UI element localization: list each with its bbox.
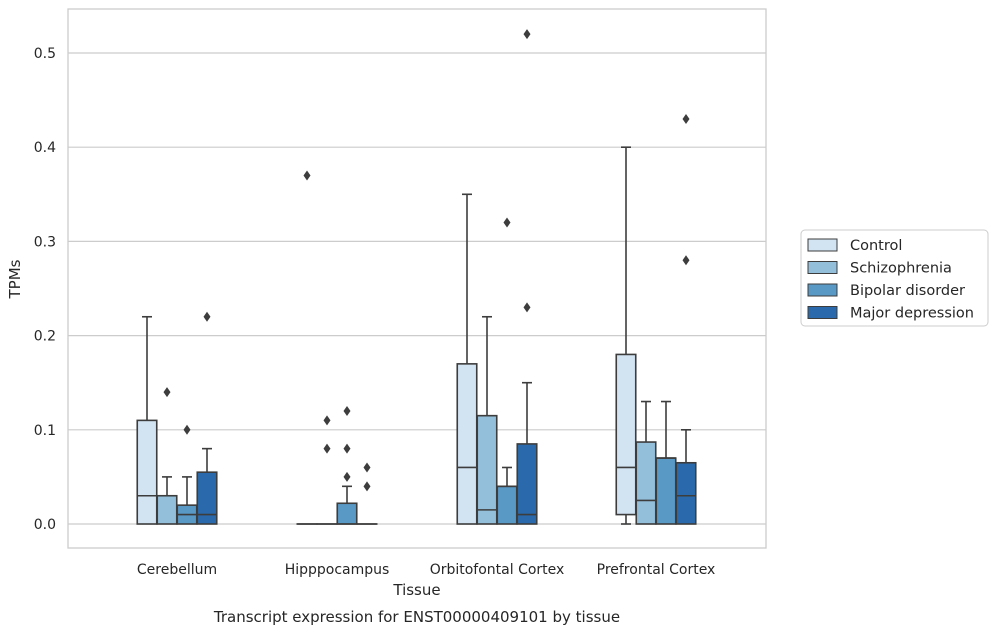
y-tick-label: 0.3 [34,234,56,250]
legend-swatch [807,261,838,274]
box-element [156,387,178,525]
box-element [456,193,478,525]
x-axis-ticks: Cerebellum Hipppocampus Orbitofontal Corte… [137,562,715,578]
box-body [635,441,657,525]
series-schizophrenia [156,315,657,525]
x-tick-label: Hipppocampus [285,562,390,578]
legend-swatch [807,238,838,252]
outlier-point [203,311,211,322]
legend-label: Control [850,238,902,254]
outlier-point [323,415,331,426]
box-body [516,443,538,525]
legend: Control Schizophrenia Bipolar disorder Majo… [800,229,989,327]
box-element [356,462,378,525]
outlier-point [523,302,531,313]
outlier-point [682,113,690,124]
x-tick-label: Cerebellum [137,562,217,578]
box-element [196,311,218,525]
box-element [316,415,338,525]
chart-caption: Transcript expression for ENST0000040910… [213,608,620,626]
legend-swatch [807,283,838,297]
outlier-point [523,29,531,40]
box-body [156,494,178,525]
outlier-point [343,443,351,454]
legend-label: Schizophrenia [850,261,952,277]
box-body [615,353,637,516]
y-tick-label: 0.0 [34,517,56,533]
outlier-point [183,424,191,435]
legend-swatch [807,306,838,319]
box-body [136,419,158,525]
box-element [496,217,518,525]
box-body [655,457,677,525]
grid-lines [68,52,766,525]
box-element [516,29,538,525]
outlier-point [363,481,371,492]
box-body [336,502,358,525]
box-element [336,405,358,525]
outlier-point [163,387,171,398]
box-body [476,414,498,525]
outlier-point [323,443,331,454]
box-element [655,400,677,525]
legend-label: Major depression [850,306,974,322]
box-element [296,170,318,525]
box-element [476,315,498,525]
y-tick-label: 0.2 [34,329,56,345]
x-tick-label: Prefrontal Cortex [597,562,716,578]
x-axis-title: Tissue [392,581,440,599]
box-element [136,315,158,525]
outlier-point [343,405,351,416]
series-bipolar-disorder [176,217,677,525]
boxplot-series [136,29,697,525]
legend-label: Bipolar disorder [850,283,965,299]
outlier-point [503,217,511,228]
outlier-point [343,471,351,482]
y-tick-label: 0.1 [34,423,56,439]
y-tick-label: 0.5 [34,46,56,62]
outlier-point [303,170,311,181]
y-axis-ticks: 0.0 0.1 0.2 0.3 0.4 0.5 [34,46,56,533]
outlier-point [363,462,371,473]
series-major-depression [196,29,697,525]
outlier-point [682,255,690,266]
x-tick-label: Orbitofontal Cortex [430,562,565,578]
y-axis-title: TPMs [6,259,24,299]
box-body [675,461,697,525]
box-body [196,471,218,525]
box-body [496,485,518,525]
box-element [635,400,657,525]
box-element [615,146,637,525]
box-element [675,113,697,525]
box-body [456,363,478,525]
series-control [136,146,637,525]
legend-frame [800,229,989,327]
plot-frame [67,8,767,549]
y-tick-label: 0.4 [34,140,56,156]
box-element [176,424,198,525]
